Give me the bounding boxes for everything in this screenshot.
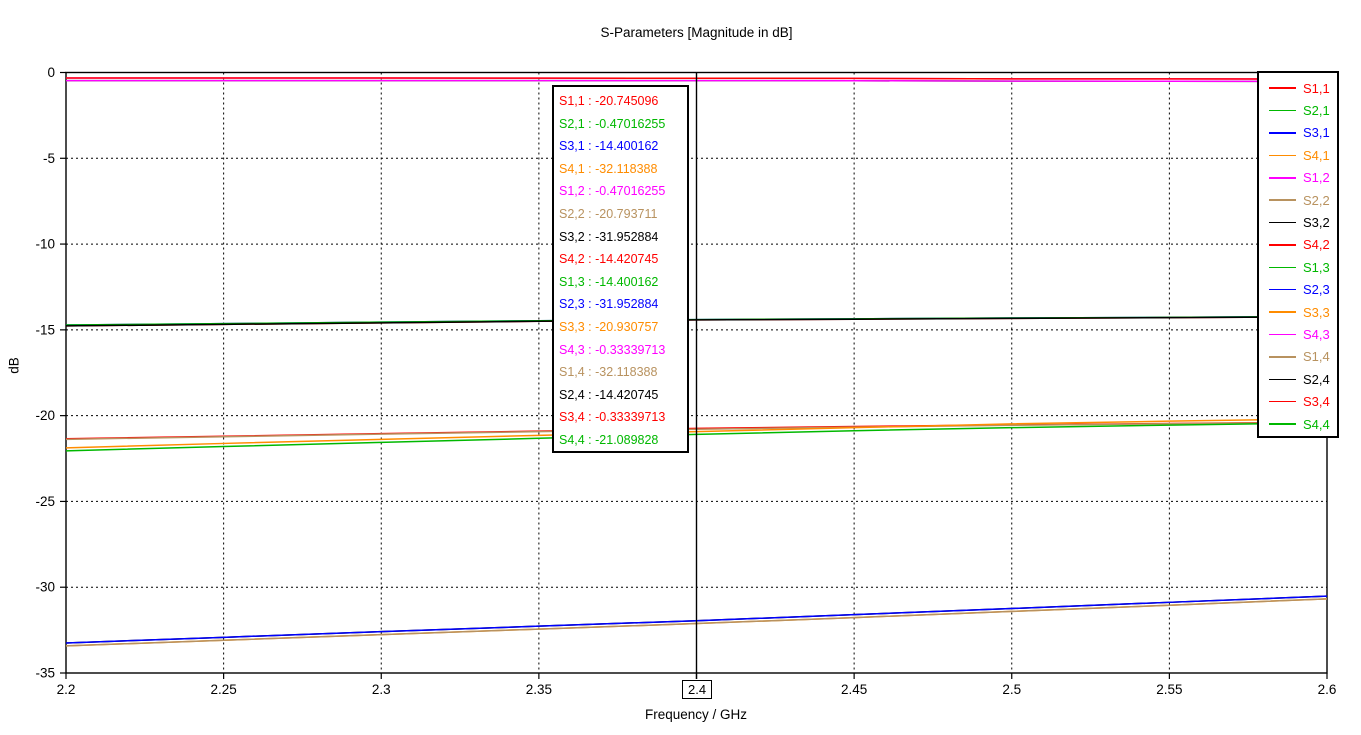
marker-readout-S3,3: S3,3 : -20.930757	[559, 319, 659, 334]
y-tick-label: -30	[35, 580, 55, 595]
x-tick-label: 2.2	[57, 682, 76, 697]
legend-line-sample	[1269, 199, 1296, 201]
legend-line-sample	[1269, 132, 1296, 134]
legend-entry-S2,3: S2,3	[1269, 279, 1337, 301]
marker-readout-S3,4: S3,4 : -0.33339713	[559, 410, 666, 425]
x-tick-label: 2.35	[526, 682, 552, 697]
legend-label: S1,2	[1303, 170, 1330, 186]
legend-line-sample	[1269, 244, 1296, 246]
legend-label: S3,2	[1303, 215, 1330, 231]
marker-readout-S3,1: S3,1 : -14.400162	[559, 139, 659, 154]
legend-label: S1,1	[1303, 80, 1330, 96]
x-axis-label: Frequency / GHz	[644, 707, 748, 722]
legend-line-sample	[1269, 266, 1296, 269]
legend-line-sample	[1269, 378, 1296, 381]
marker-readout-S1,3: S1,3 : -14.400162	[559, 274, 659, 289]
marker-readout-S2,1: S2,1 : -0.47016255	[559, 116, 666, 131]
marker-readout-box[interactable]: S1,1 : -20.745096 S2,1 : -0.47016255 S3,1 …	[552, 85, 689, 453]
y-tick-label: -15	[35, 322, 55, 337]
x-tick-label: 2.6	[1318, 682, 1337, 697]
legend-line-sample	[1269, 87, 1296, 89]
legend-line-sample	[1269, 288, 1296, 291]
x-tick-label: 2.5	[1002, 682, 1021, 697]
legend-line-sample	[1269, 109, 1296, 112]
legend-line-sample	[1269, 356, 1296, 358]
marker-readout-S4,3: S4,3 : -0.33339713	[559, 342, 666, 357]
marker-readout-S2,2: S2,2 : -20.793711	[559, 206, 658, 221]
legend-entry-S1,3: S1,3	[1269, 256, 1337, 278]
y-tick-label: -25	[35, 494, 55, 509]
legend: S1,1 S2,1 S3,1 S4,1 S1,2 S2,2 S3,2 S4,2 S1,3 S2,3…	[1257, 71, 1339, 438]
marker-frequency-label[interactable]: 2.4	[682, 680, 713, 699]
legend-label: S2,1	[1303, 103, 1330, 119]
legend-entry-S4,4: S4,4	[1269, 413, 1337, 435]
marker-readout-S1,4: S1,4 : -32.118388	[559, 365, 658, 380]
x-tick-label: 2.45	[841, 682, 867, 697]
marker-readout-S1,1: S1,1 : -20.745096	[559, 94, 659, 108]
legend-entry-S1,2: S1,2	[1269, 167, 1337, 189]
y-tick-label: -20	[35, 408, 55, 423]
marker-readout-S1,2: S1,2 : -0.47016255	[559, 184, 666, 199]
x-tick-label: 2.55	[1156, 682, 1182, 697]
legend-label: S3,1	[1303, 125, 1330, 141]
legend-label: S4,3	[1303, 326, 1330, 342]
y-axis-label: dB	[6, 357, 22, 374]
y-tick-label: -10	[35, 237, 55, 252]
marker-readout-S4,2: S4,2 : -14.420745	[559, 252, 659, 267]
legend-label: S2,3	[1303, 282, 1330, 298]
marker-readout-S3,2: S3,2 : -31.952884	[559, 229, 659, 244]
legend-label: S1,4	[1303, 349, 1330, 365]
legend-entry-S4,1: S4,1	[1269, 144, 1337, 166]
y-tick-label: -5	[43, 151, 55, 166]
legend-label: S4,1	[1303, 147, 1330, 163]
y-tick-label: -35	[35, 666, 55, 681]
legend-label: S3,3	[1303, 304, 1330, 320]
legend-entry-S2,2: S2,2	[1269, 189, 1337, 211]
legend-line-sample	[1269, 154, 1296, 157]
legend-entry-S4,2: S4,2	[1269, 234, 1337, 256]
legend-entry-S3,4: S3,4	[1269, 390, 1337, 412]
legend-label: S2,2	[1303, 192, 1330, 208]
legend-line-sample	[1269, 400, 1296, 403]
legend-entry-S3,1: S3,1	[1269, 122, 1337, 144]
legend-line-sample	[1269, 177, 1296, 179]
legend-entry-S2,1: S2,1	[1269, 99, 1337, 121]
marker-readout-S2,3: S2,3 : -31.952884	[559, 297, 659, 312]
legend-line-sample	[1269, 423, 1296, 425]
legend-line-sample	[1269, 311, 1296, 313]
legend-entry-S3,3: S3,3	[1269, 301, 1337, 323]
legend-label: S3,4	[1303, 394, 1330, 410]
x-tick-label: 2.25	[210, 682, 236, 697]
marker-readout-S4,4: S4,4 : -21.089828	[559, 432, 659, 447]
y-tick-label: 0	[47, 65, 55, 80]
x-tick-label: 2.3	[372, 682, 391, 697]
legend-label: S1,3	[1303, 259, 1330, 275]
legend-line-sample	[1269, 333, 1296, 336]
chart-title: S-Parameters [Magnitude in dB]	[600, 25, 793, 40]
legend-label: S4,2	[1303, 237, 1330, 253]
marker-readout-S4,1: S4,1 : -32.118388	[559, 161, 658, 176]
legend-line-sample	[1269, 221, 1296, 224]
legend-entry-S1,4: S1,4	[1269, 346, 1337, 368]
legend-entry-S2,4: S2,4	[1269, 368, 1337, 390]
legend-label: S4,4	[1303, 416, 1330, 432]
legend-entry-S3,2: S3,2	[1269, 211, 1337, 233]
legend-label: S2,4	[1303, 371, 1330, 387]
legend-entry-S1,1: S1,1	[1269, 77, 1337, 99]
marker-readout-S2,4: S2,4 : -14.420745	[559, 387, 659, 402]
legend-entry-S4,3: S4,3	[1269, 323, 1337, 345]
